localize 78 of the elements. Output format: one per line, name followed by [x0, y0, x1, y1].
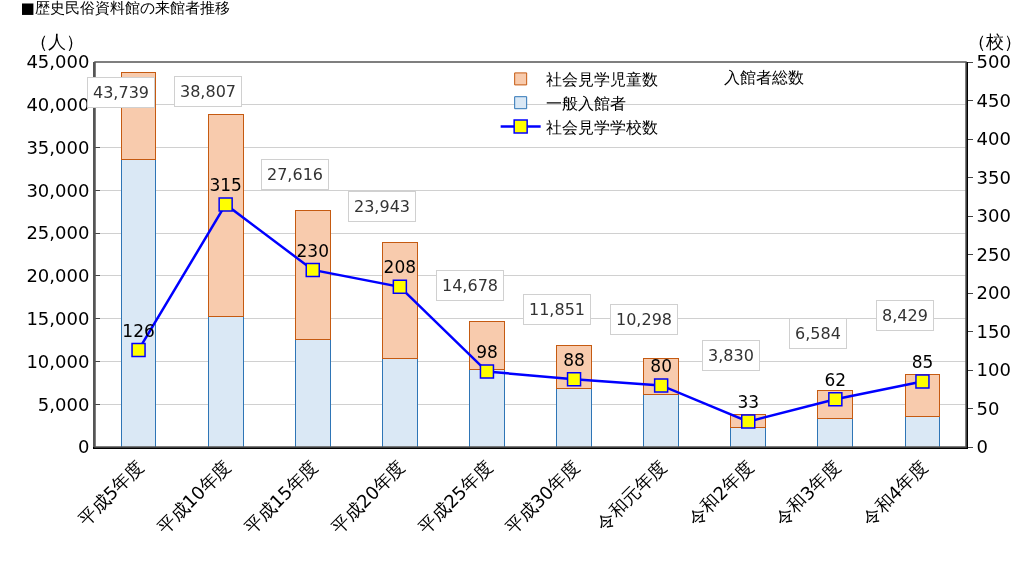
y2-tick-label: 100 [976, 359, 1011, 381]
point [566, 371, 582, 387]
y-axis-title: （人） [30, 31, 84, 52]
y2-tick-label: 50 [976, 397, 1000, 419]
bar [207, 114, 244, 317]
y2-tick-label: 500 [976, 51, 1011, 73]
point [479, 364, 495, 379]
bar [207, 315, 244, 447]
bar [294, 210, 331, 340]
y-tick-label: 0 [77, 436, 90, 458]
total-label: 23,943 [354, 197, 410, 216]
y-tick-label: 15,000 [26, 307, 90, 329]
y2-axis-title: （校） [968, 31, 1022, 52]
chart-title: ■歴史民俗資料館の来館者推移 [20, 0, 230, 18]
point [915, 374, 930, 389]
total-label: 6,584 [795, 324, 841, 343]
y-tick-label: 5,000 [37, 393, 90, 415]
legend-label: 社会見学児童数 [545, 70, 658, 90]
y2-tick-label: 350 [976, 166, 1011, 188]
y2-tick-label: 150 [976, 320, 1011, 342]
point [218, 197, 233, 212]
x-tick-label: 平成20年度 [327, 455, 410, 538]
x-tick-label: 平成30年度 [501, 455, 584, 538]
data-label: 98 [476, 342, 498, 363]
data-label: 80 [650, 356, 672, 377]
bar [381, 241, 418, 359]
total-label: 27,616 [267, 165, 323, 184]
total-label: 14,678 [442, 276, 498, 295]
bar [469, 368, 505, 447]
x-tick-label: 平成5年度 [73, 455, 148, 530]
bar [294, 338, 331, 447]
total-label: 10,298 [616, 310, 672, 329]
legend-label: 社会見学学校数 [545, 117, 658, 137]
data-label: 315 [209, 175, 242, 196]
point [741, 414, 756, 429]
y-tick-label: 40,000 [26, 94, 90, 116]
data-label: 85 [911, 352, 934, 373]
total-label: 43,739 [93, 83, 149, 102]
data-label: 208 [383, 257, 417, 278]
y2-tick-label: 400 [976, 128, 1011, 150]
y2-tick-label: 250 [976, 243, 1011, 265]
y-tick-label: 45,000 [26, 51, 90, 73]
total-label: 8,429 [882, 306, 928, 325]
x-tick-label: 令和元年度 [591, 455, 671, 535]
y2-tick-label: 200 [976, 282, 1011, 304]
y-tick-label: 35,000 [26, 136, 90, 158]
bar [643, 394, 680, 447]
bar [817, 418, 854, 447]
bar [556, 388, 592, 447]
x-tick-label: 平成15年度 [239, 455, 322, 538]
point [131, 342, 146, 358]
x-tick-label: 令和3年度 [770, 455, 845, 530]
x-tick-label: 令和4年度 [857, 455, 932, 530]
y-tick-label: 25,000 [26, 222, 90, 244]
legend-label: 一般入館者 [545, 93, 626, 113]
x-tick-label: 平成25年度 [414, 455, 497, 538]
y-tick-label: 20,000 [26, 265, 90, 287]
y2-tick-label: 450 [976, 89, 1011, 111]
y2-tick-label: 300 [976, 205, 1011, 227]
x-tick-label: 令和2年度 [683, 455, 758, 530]
bar [381, 357, 418, 447]
y-tick-label: 30,000 [26, 179, 90, 201]
bar [120, 159, 157, 447]
y-tick-label: 10,000 [26, 350, 90, 372]
total-label: 3,830 [708, 346, 754, 365]
annotation: 入館者総数 [724, 68, 804, 87]
point [653, 378, 669, 393]
point [392, 279, 408, 295]
total-label: 11,851 [529, 300, 585, 319]
bar [904, 415, 941, 447]
total-label: 38,807 [180, 82, 236, 101]
y2-tick-label: 0 [976, 436, 989, 458]
data-label: 62 [824, 369, 847, 390]
x-tick-label: 平成10年度 [152, 455, 235, 538]
data-label: 230 [296, 240, 329, 261]
data-label: 33 [737, 392, 760, 413]
data-label: 88 [563, 349, 585, 370]
point [305, 262, 320, 278]
